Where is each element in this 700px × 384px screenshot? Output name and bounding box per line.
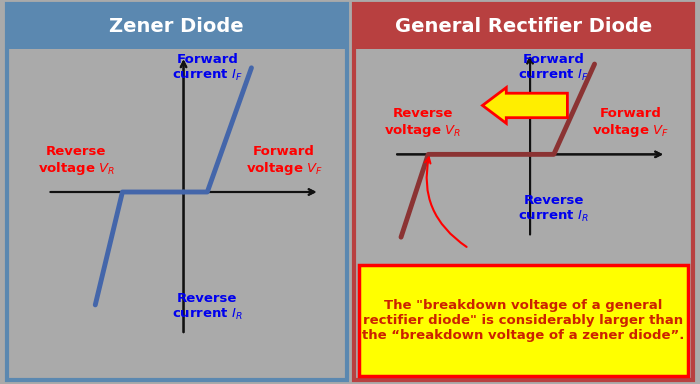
Text: The "breakdown voltage of a general
rectifier diode" is considerably larger than: The "breakdown voltage of a general rect… (362, 299, 685, 342)
Text: Reverse
current $I_R$: Reverse current $I_R$ (172, 291, 243, 322)
FancyArrow shape (482, 88, 568, 123)
FancyBboxPatch shape (7, 4, 346, 49)
Text: Forward
current $I_F$: Forward current $I_F$ (172, 53, 243, 83)
Text: Forward
voltage $V_F$: Forward voltage $V_F$ (592, 107, 669, 139)
Text: Forward
voltage $V_F$: Forward voltage $V_F$ (246, 144, 323, 177)
Text: Reverse
voltage $V_R$: Reverse voltage $V_R$ (38, 144, 115, 177)
Text: Zener Diode: Zener Diode (109, 17, 244, 36)
Text: General Rectifier Diode: General Rectifier Diode (395, 17, 652, 36)
FancyBboxPatch shape (358, 265, 688, 376)
Text: Forward
current $I_F$: Forward current $I_F$ (518, 53, 589, 83)
Text: Reverse
current $I_R$: Reverse current $I_R$ (518, 194, 589, 224)
FancyBboxPatch shape (354, 4, 693, 49)
Text: Reverse
voltage $V_R$: Reverse voltage $V_R$ (384, 107, 461, 139)
